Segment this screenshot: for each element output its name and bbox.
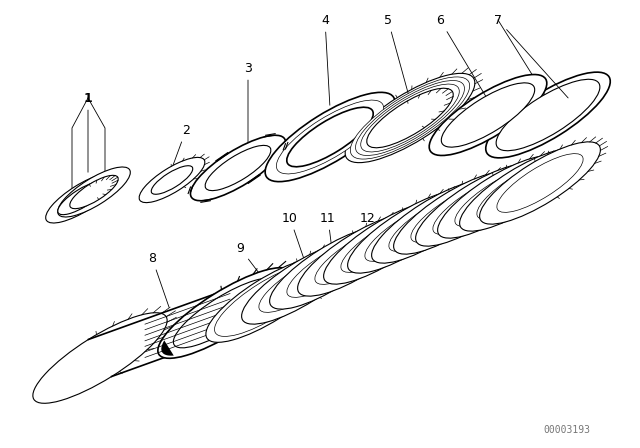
Ellipse shape xyxy=(206,258,330,342)
Ellipse shape xyxy=(45,173,118,223)
Text: 5: 5 xyxy=(384,13,409,97)
Ellipse shape xyxy=(205,146,271,190)
Ellipse shape xyxy=(348,191,468,273)
Text: 3: 3 xyxy=(244,61,252,142)
Ellipse shape xyxy=(496,79,600,151)
Ellipse shape xyxy=(259,254,345,312)
Ellipse shape xyxy=(287,239,373,297)
Ellipse shape xyxy=(276,100,383,174)
Text: 12: 12 xyxy=(359,211,376,236)
Ellipse shape xyxy=(394,172,515,254)
Text: 7: 7 xyxy=(494,13,568,98)
Ellipse shape xyxy=(497,154,583,212)
Ellipse shape xyxy=(477,161,563,220)
Ellipse shape xyxy=(341,214,427,272)
Ellipse shape xyxy=(173,278,276,348)
Ellipse shape xyxy=(58,167,131,217)
Ellipse shape xyxy=(151,166,193,194)
Text: 11: 11 xyxy=(320,211,336,247)
Ellipse shape xyxy=(389,193,475,251)
Ellipse shape xyxy=(158,268,292,358)
Ellipse shape xyxy=(70,175,118,209)
Ellipse shape xyxy=(415,164,536,246)
Ellipse shape xyxy=(479,142,600,224)
Ellipse shape xyxy=(433,176,519,234)
Text: 00003193: 00003193 xyxy=(543,425,590,435)
Ellipse shape xyxy=(191,135,285,201)
Ellipse shape xyxy=(372,181,492,263)
Ellipse shape xyxy=(486,72,611,158)
Ellipse shape xyxy=(265,92,395,181)
Text: 1: 1 xyxy=(84,91,92,172)
Ellipse shape xyxy=(411,184,497,242)
Text: 8: 8 xyxy=(148,251,169,307)
Ellipse shape xyxy=(350,77,470,159)
Ellipse shape xyxy=(242,242,362,324)
Ellipse shape xyxy=(442,83,534,147)
Polygon shape xyxy=(161,340,173,356)
Ellipse shape xyxy=(324,202,444,284)
Ellipse shape xyxy=(365,202,451,261)
Ellipse shape xyxy=(139,157,205,202)
Ellipse shape xyxy=(58,181,106,215)
Ellipse shape xyxy=(214,263,321,336)
Ellipse shape xyxy=(460,149,580,231)
Text: 2: 2 xyxy=(173,124,190,165)
Ellipse shape xyxy=(361,84,460,152)
Text: 6: 6 xyxy=(436,13,486,98)
Ellipse shape xyxy=(438,156,558,238)
Text: 9: 9 xyxy=(236,241,266,283)
Ellipse shape xyxy=(429,74,547,155)
Ellipse shape xyxy=(455,168,541,226)
Ellipse shape xyxy=(345,73,475,163)
Ellipse shape xyxy=(315,226,401,284)
Text: 10: 10 xyxy=(282,211,304,259)
Text: 4: 4 xyxy=(321,13,330,105)
Ellipse shape xyxy=(33,313,167,403)
Ellipse shape xyxy=(355,81,465,155)
Ellipse shape xyxy=(287,107,373,167)
Ellipse shape xyxy=(367,88,453,148)
Ellipse shape xyxy=(298,214,419,296)
Ellipse shape xyxy=(269,227,390,309)
